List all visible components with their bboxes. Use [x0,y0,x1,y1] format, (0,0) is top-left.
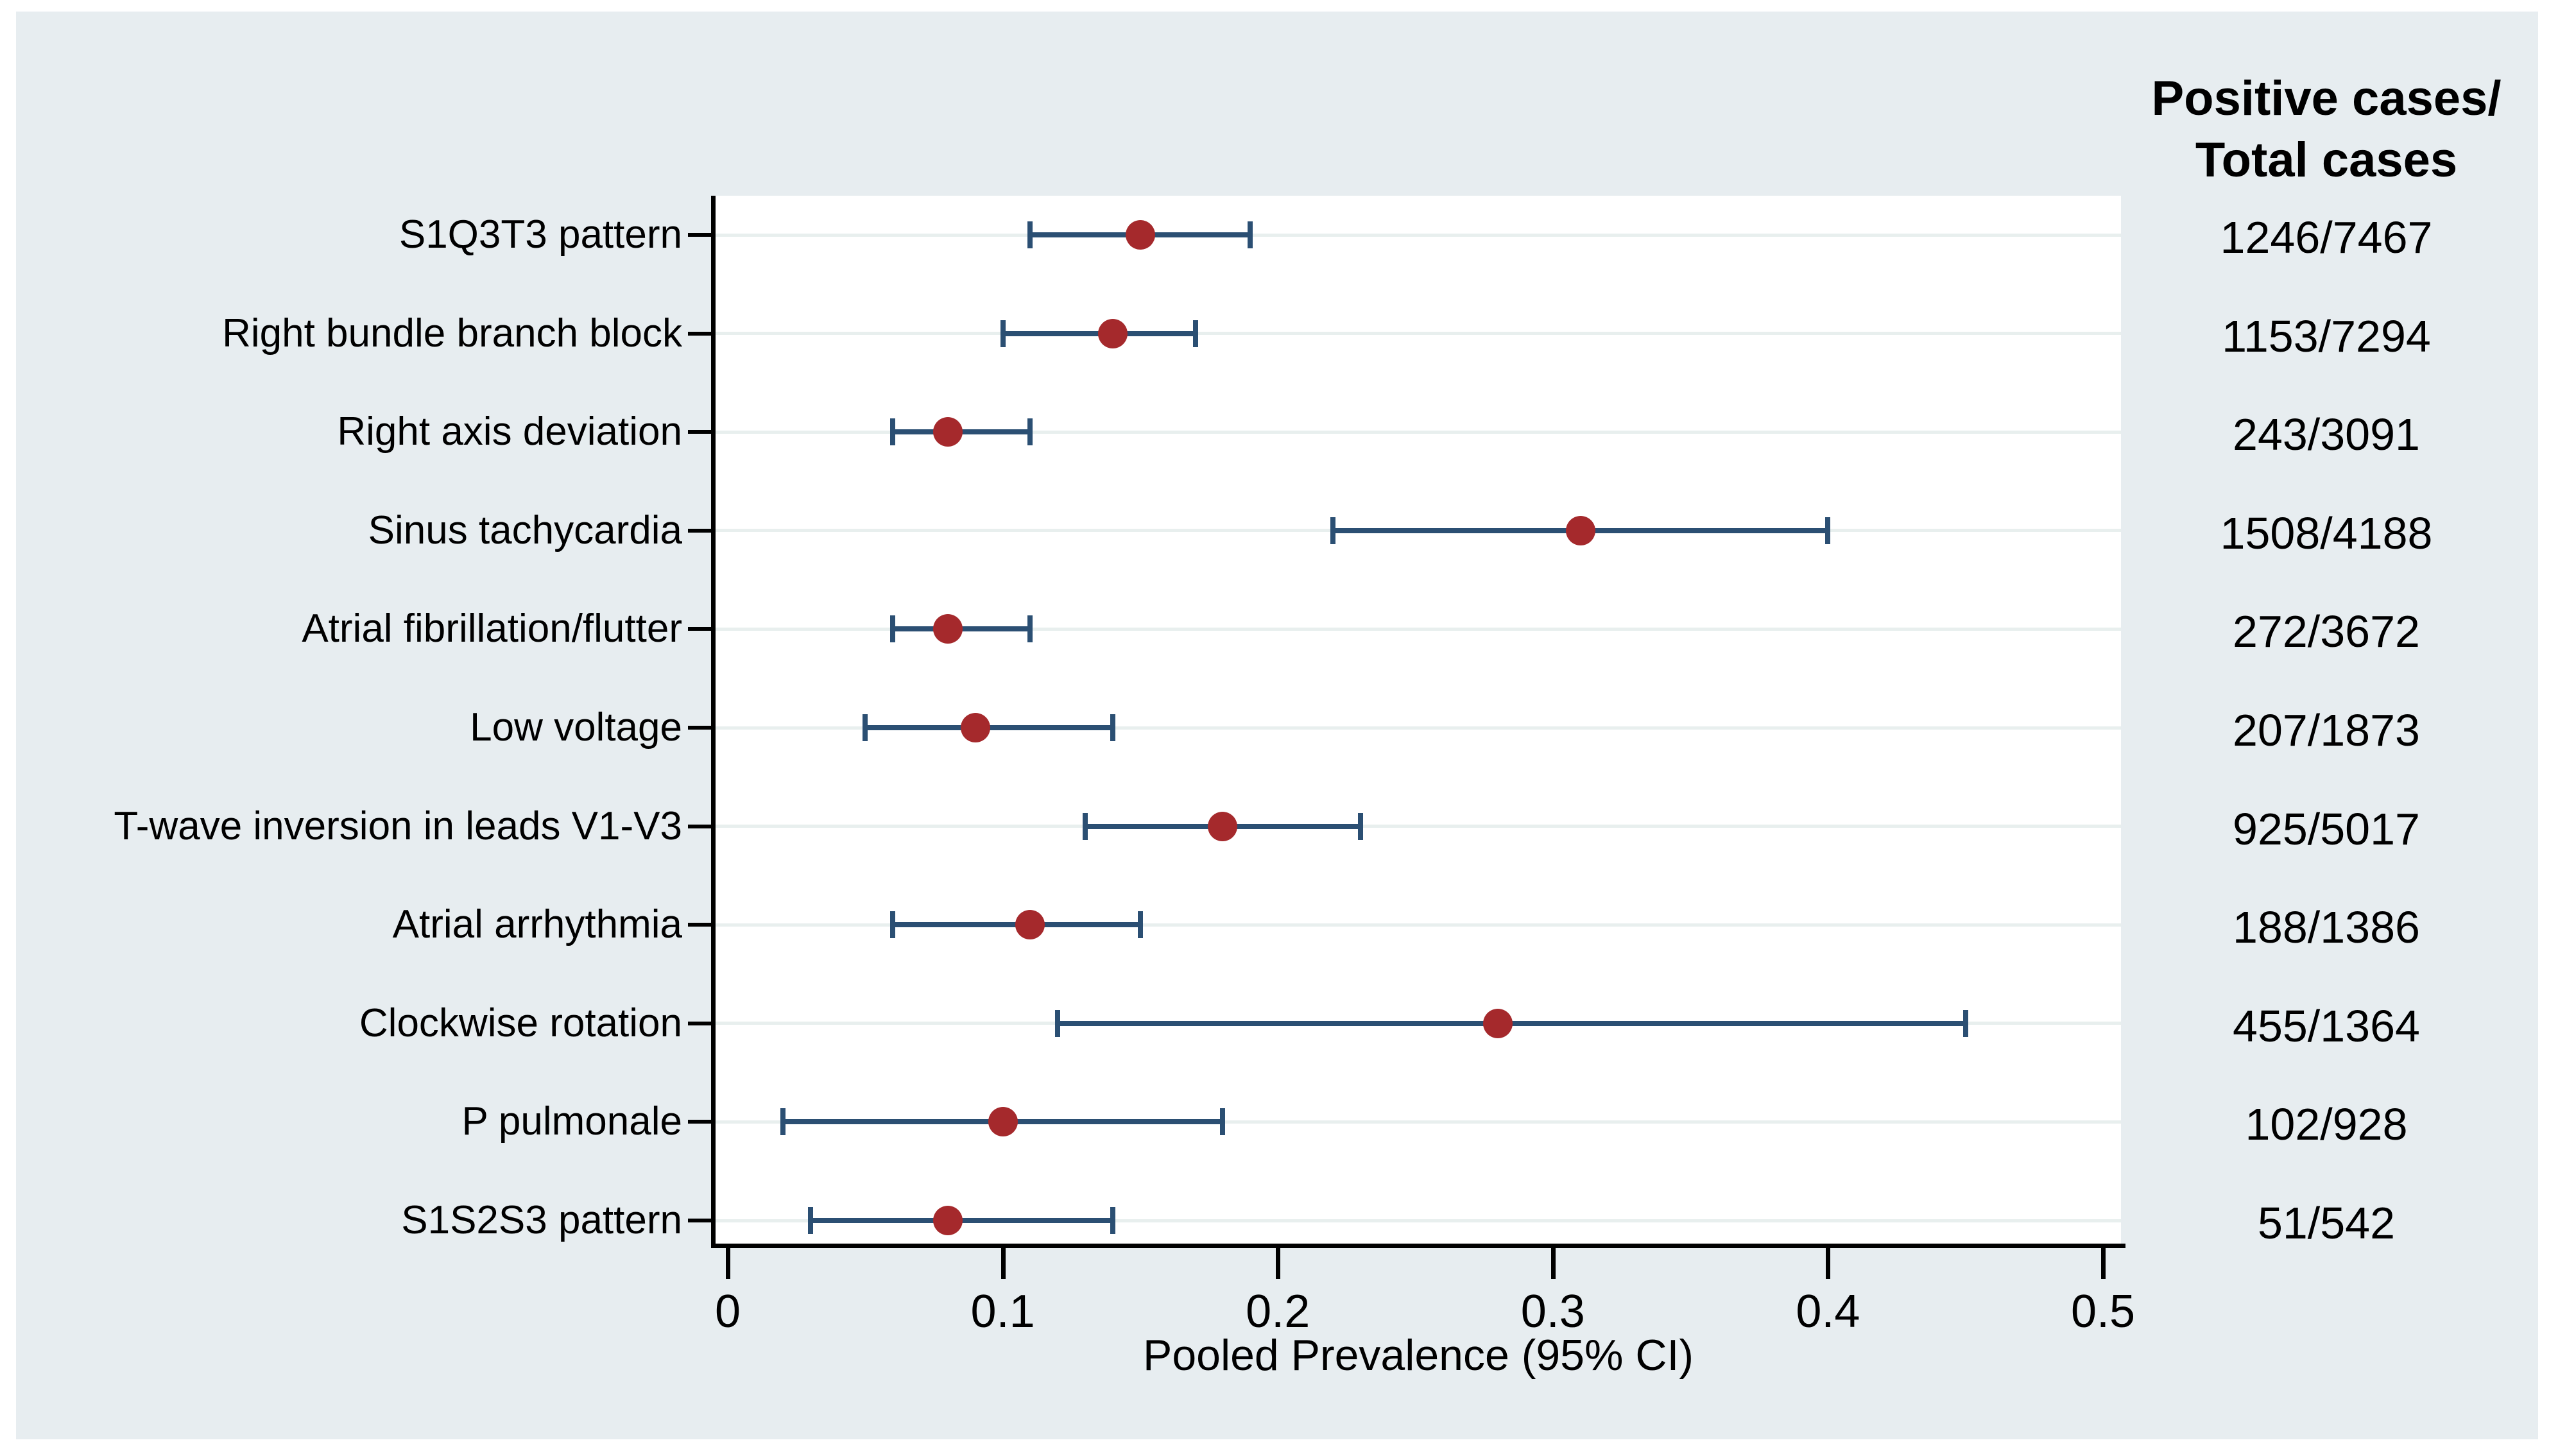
estimate-point [1483,1008,1513,1038]
estimate-point [1125,220,1155,250]
y-axis-tick [688,430,711,434]
x-axis-tick [1276,1248,1281,1279]
y-axis-tick [688,331,711,336]
row-gridline [716,332,2121,336]
ci-lower-cap [780,1108,786,1136]
positive-total-value: 188/1386 [2233,902,2420,953]
plot-area [716,196,2121,1244]
estimate-point [960,713,990,742]
positive-total-value: 1508/4188 [2220,508,2433,558]
x-axis-tick-label: 0.1 [970,1286,1035,1337]
ci-upper-cap [1357,812,1363,840]
ci-lower-cap [1330,517,1335,544]
ci-upper-cap [1962,1009,1968,1037]
x-axis-tick [726,1248,730,1279]
row-gridline [716,627,2121,631]
y-axis-tick [688,1021,711,1025]
ci-upper-cap [1110,714,1116,741]
positive-total-value: 455/1364 [2233,1000,2420,1051]
ci-lower-cap [1055,1009,1061,1037]
row-gridline [716,825,2121,828]
y-axis-tick [688,627,711,631]
y-axis-tick [688,824,711,828]
positive-total-value: 243/3091 [2233,409,2420,460]
x-axis-line [711,1244,2125,1248]
estimate-point [932,417,963,447]
ci-upper-cap [1220,1108,1226,1136]
row-gridline [716,233,2121,237]
row-label: Clockwise rotation [359,1000,682,1045]
column-header-line2: Total cases [2195,133,2458,187]
row-gridline [716,1120,2121,1124]
y-axis-tick [688,1120,711,1124]
estimate-point [1015,910,1045,940]
y-axis-tick [688,726,711,730]
positive-total-value: 102/928 [2245,1099,2408,1150]
ci-upper-cap [1248,221,1253,248]
column-header: Positive cases/ Total cases [2121,68,2532,191]
y-axis-tick [688,233,711,237]
x-axis-tick [1550,1248,1556,1279]
x-axis-tick-label: 0.2 [1246,1286,1310,1337]
positive-total-value: 925/5017 [2233,803,2420,854]
row-label: S1Q3T3 pattern [399,212,682,257]
ci-lower-cap [1000,320,1006,347]
ci-lower-cap [863,714,868,741]
y-axis-line [711,196,716,1248]
column-header-line1: Positive cases/ [2151,71,2502,126]
row-label: P pulmonale [461,1099,682,1144]
row-label: Low voltage [470,705,682,749]
x-axis-tick [1826,1248,1831,1279]
x-axis-title: Pooled Prevalence (95% CI) [1142,1331,1694,1380]
x-axis-tick [1000,1248,1006,1279]
row-label: S1S2S3 pattern [401,1198,682,1242]
figure-panel: S1Q3T3 pattern 1246/7467 Right bundle bran… [16,12,2538,1439]
row-label: T-wave inversion in leads V1-V3 [114,803,682,848]
y-axis-tick [688,923,711,927]
estimate-point [1098,318,1128,348]
ci-upper-cap [1027,418,1033,446]
positive-total-value: 1153/7294 [2222,311,2431,361]
row-label: Right bundle branch block [222,311,682,355]
estimate-point [1565,515,1595,545]
ci-lower-cap [890,911,896,939]
ci-upper-cap [1027,615,1033,643]
positive-total-value: 272/3672 [2233,606,2420,657]
ci-lower-cap [1083,812,1088,840]
y-axis-tick [688,1219,711,1222]
positive-total-value: 207/1873 [2233,705,2420,755]
row-gridline [716,726,2121,730]
x-axis-tick-label: 0.3 [1520,1286,1585,1337]
estimate-point [932,614,963,644]
ci-lower-cap [890,615,896,643]
ci-lower-cap [1027,221,1033,248]
ci-upper-cap [1110,1207,1116,1234]
x-axis-tick-label: 0 [714,1286,741,1337]
ci-upper-cap [1825,517,1831,544]
row-label: Right axis deviation [337,409,682,454]
row-gridline [716,430,2121,434]
x-axis-tick-label: 0.4 [1796,1286,1860,1337]
row-gridline [716,1219,2121,1222]
ci-upper-cap [1192,320,1198,347]
positive-total-value: 51/542 [2257,1198,2396,1248]
y-axis-tick [688,528,711,533]
estimate-point [988,1107,1018,1137]
ci-upper-cap [1137,911,1143,939]
row-label: Sinus tachycardia [368,508,682,552]
x-axis-tick-label: 0.5 [2070,1286,2136,1337]
x-axis-tick [2101,1248,2106,1279]
row-gridline [716,923,2121,927]
estimate-point [932,1206,963,1235]
positive-total-value: 1246/7467 [2220,212,2433,262]
row-label: Atrial fibrillation/flutter [302,606,682,651]
ci-lower-cap [890,418,896,446]
estimate-point [1208,811,1238,841]
row-label: Atrial arrhythmia [392,902,682,947]
ci-lower-cap [807,1207,813,1234]
